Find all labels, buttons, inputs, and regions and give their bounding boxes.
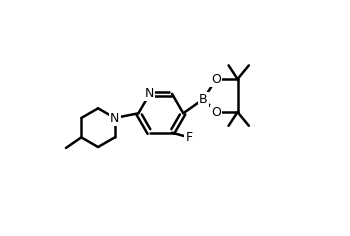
- Text: O: O: [211, 72, 221, 86]
- Text: N: N: [110, 111, 119, 125]
- Text: O: O: [211, 105, 221, 119]
- Text: N: N: [145, 87, 154, 100]
- Text: F: F: [186, 131, 192, 144]
- Text: B: B: [199, 93, 208, 106]
